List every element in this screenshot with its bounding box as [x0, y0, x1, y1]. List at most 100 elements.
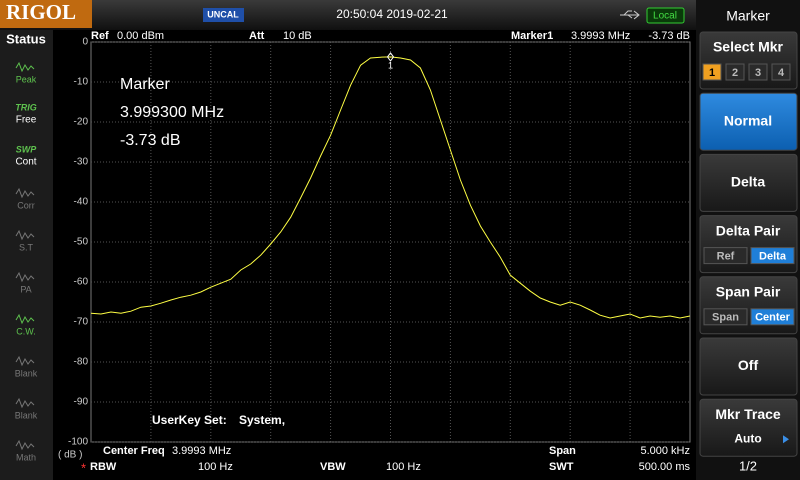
y-unit: ( dB )	[58, 450, 82, 461]
info-rbw-value: 100 Hz	[198, 461, 233, 473]
menu-button-label: Off	[738, 357, 759, 373]
status-icon	[15, 313, 35, 325]
y-tick-label: 0	[82, 37, 88, 48]
y-tick-label: -60	[74, 277, 89, 288]
user-key: System,	[239, 413, 285, 427]
datetime: 20:50:04 2019-02-21	[336, 7, 448, 21]
info-swt-value: 500.00 ms	[639, 461, 691, 473]
info-ref: Ref	[91, 30, 109, 42]
y-tick-label: -50	[74, 237, 89, 248]
status-icon	[15, 355, 35, 367]
menu-button-label: Span Pair	[716, 284, 781, 300]
menu-option-box[interactable]	[771, 63, 791, 81]
menu-option: Delta	[759, 251, 787, 263]
info-swt: SWT	[549, 461, 574, 473]
info-vbw: VBW	[320, 461, 346, 473]
menu-option: 3	[755, 67, 761, 79]
status-icon	[15, 187, 35, 199]
y-tick-label: -80	[74, 357, 89, 368]
menu-option: 1	[709, 67, 715, 79]
menu-page: 1/2	[739, 458, 757, 473]
menu-button-label: Normal	[724, 112, 772, 128]
info-marker-level: -3.73 dB	[648, 30, 690, 42]
local-box	[646, 7, 685, 24]
menu-option-box[interactable]	[702, 63, 722, 81]
y-tick-label: -100	[68, 437, 88, 448]
marker-number: 1	[388, 60, 393, 70]
status-label: Free	[16, 115, 37, 126]
local: Local	[653, 11, 677, 22]
menu-option: 4	[778, 67, 785, 79]
info-rbw: RBW	[90, 461, 117, 473]
status-top: SWP	[16, 144, 37, 154]
info-span-value: 5.000 kHz	[640, 445, 690, 457]
uncal: UNCAL	[207, 9, 239, 19]
status-icon	[15, 229, 35, 241]
menu-option-box[interactable]	[748, 63, 768, 81]
uncal-box	[203, 8, 244, 22]
y-tick-label: -10	[74, 77, 89, 88]
status-top: TRIG	[15, 102, 37, 112]
menu-button-label: Select Mkr	[713, 39, 784, 55]
menu-title: Marker	[726, 8, 770, 24]
annotation: -3.73 dB	[120, 132, 180, 149]
info-marker-freq: 3.9993 MHz	[571, 30, 630, 42]
y-tick-label: -20	[74, 117, 89, 128]
status-label: Peak	[16, 74, 37, 84]
menu-button[interactable]	[699, 337, 798, 396]
status-label: C.W.	[16, 326, 36, 336]
menu-option-box[interactable]	[703, 308, 748, 326]
rbw-flag: *	[81, 460, 86, 475]
top-bar	[0, 0, 696, 30]
y-tick-label: -70	[74, 317, 89, 328]
logo: RIGOL	[6, 0, 76, 24]
status-icon	[15, 439, 35, 451]
status-label: Cont	[15, 157, 36, 168]
menu-button[interactable]	[699, 398, 798, 457]
menu-button[interactable]	[699, 92, 798, 151]
status-panel	[0, 30, 53, 480]
status-icon	[15, 61, 35, 73]
y-tick-label: -40	[74, 197, 89, 208]
menu-option: 2	[732, 67, 738, 79]
menu-option-box[interactable]	[750, 308, 795, 326]
status-label: Corr	[17, 200, 35, 210]
menu-button-label: Delta	[731, 174, 765, 190]
menu-button-label: Delta Pair	[716, 222, 781, 238]
info-marker: Marker1	[511, 30, 553, 42]
status-label: Blank	[15, 368, 38, 378]
annotation: Marker	[120, 76, 170, 93]
marker-diamond	[386, 52, 395, 62]
info-center: Center Freq	[103, 445, 165, 457]
status-label: Math	[16, 452, 36, 462]
menu-option-box[interactable]	[750, 247, 795, 265]
menu-option: Span	[712, 312, 739, 324]
info-att-value: 10 dB	[283, 30, 312, 42]
status-label: Blank	[15, 410, 38, 420]
info-center-value: 3.9993 MHz	[172, 445, 231, 457]
menu-button-label: Mkr Trace	[715, 406, 781, 422]
menu-button[interactable]	[699, 153, 798, 212]
usb-icon	[620, 10, 640, 20]
logo-box	[0, 0, 92, 28]
status-icon	[15, 271, 35, 283]
menu-option-box[interactable]	[703, 247, 748, 265]
status-label: S.T	[19, 242, 34, 252]
menu-option-box[interactable]	[725, 63, 745, 81]
y-tick-label: -30	[74, 157, 89, 168]
trace	[90, 56, 691, 319]
status-title: Status	[6, 31, 46, 46]
info-vbw-value: 100 Hz	[386, 461, 421, 473]
menu-option: Center	[755, 312, 791, 324]
info-att: Att	[249, 30, 265, 42]
annotation: 3.999300 MHz	[120, 104, 224, 121]
status-icon	[15, 397, 35, 409]
info-span: Span	[549, 445, 576, 457]
menu-sub: Auto	[734, 431, 761, 445]
y-tick-label: -90	[74, 397, 89, 408]
menu-option: Ref	[717, 251, 735, 263]
user-key: UserKey Set:	[152, 413, 227, 427]
